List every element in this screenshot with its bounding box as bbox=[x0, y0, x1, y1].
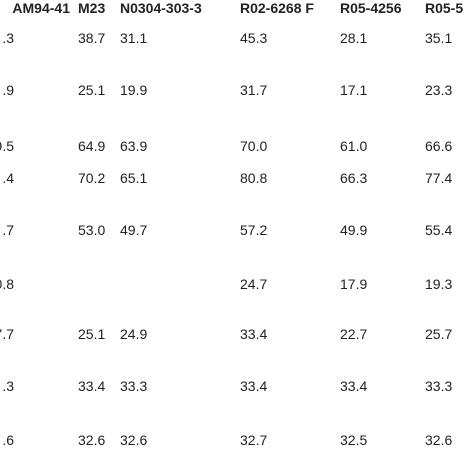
table-cell: 24.9 bbox=[120, 326, 148, 342]
table-cell: 32.7 bbox=[240, 432, 268, 448]
table-cell: .6 bbox=[2, 432, 14, 448]
table-cell: 17.9 bbox=[340, 276, 368, 292]
table-cell: 32.6 bbox=[425, 432, 453, 448]
table-cell: 55.4 bbox=[425, 222, 453, 238]
table-cell: 19.3 bbox=[425, 276, 453, 292]
table-cell: 31.1 bbox=[120, 30, 148, 46]
table-cell: .4 bbox=[2, 170, 14, 186]
table-cell: 38.7 bbox=[78, 30, 106, 46]
table-cell: 33.4 bbox=[78, 378, 106, 394]
table-cell: .3 bbox=[2, 30, 14, 46]
table-cell: 45.3 bbox=[240, 30, 268, 46]
table-cell: 25.7 bbox=[425, 326, 453, 342]
table-cell: 24.7 bbox=[240, 276, 268, 292]
table-cell: 61.0 bbox=[340, 138, 368, 154]
table-cell: .7 bbox=[2, 222, 14, 238]
table-cell: 63.9 bbox=[120, 138, 148, 154]
table-cell: 33.4 bbox=[240, 326, 268, 342]
table-cell: 31.7 bbox=[240, 82, 268, 98]
table-cell: 0.8 bbox=[0, 276, 14, 292]
table-cell: 66.6 bbox=[425, 138, 453, 154]
table-cell: 66.3 bbox=[340, 170, 368, 186]
table-cell: 23.3 bbox=[425, 82, 453, 98]
column-header: R05-5 bbox=[425, 0, 464, 16]
table-cell: 33.3 bbox=[425, 378, 453, 394]
table-cell: 17.1 bbox=[340, 82, 368, 98]
table-cell: 19.9 bbox=[120, 82, 148, 98]
table-cell: 22.7 bbox=[340, 326, 368, 342]
table-cell: 25.1 bbox=[78, 82, 106, 98]
column-header: N0304-303-3 bbox=[120, 0, 202, 16]
table-cell: 32.5 bbox=[340, 432, 368, 448]
table-cell: 32.6 bbox=[120, 432, 148, 448]
table-cell: 49.7 bbox=[120, 222, 148, 238]
table-cell: 77.4 bbox=[425, 170, 453, 186]
column-header: R02-6268 F bbox=[240, 0, 314, 16]
table-cell: 33.4 bbox=[240, 378, 268, 394]
table-cell: 65.1 bbox=[120, 170, 148, 186]
table-cell: 57.2 bbox=[240, 222, 268, 238]
table-cell: .3 bbox=[2, 378, 14, 394]
table-cell: 53.0 bbox=[78, 222, 106, 238]
table-cell: 70.2 bbox=[78, 170, 106, 186]
table-cell: 35.1 bbox=[425, 30, 453, 46]
column-header: R05-4256 bbox=[340, 0, 402, 16]
table-cell: 64.9 bbox=[78, 138, 106, 154]
table-cell: 9.5 bbox=[0, 138, 14, 154]
table-cell: 49.9 bbox=[340, 222, 368, 238]
table-cell: 33.3 bbox=[120, 378, 148, 394]
table-cell: .9 bbox=[2, 82, 14, 98]
table-cell: 32.6 bbox=[78, 432, 106, 448]
table-cell: 7.7 bbox=[0, 326, 14, 342]
table-cell: 80.8 bbox=[240, 170, 268, 186]
table-cell: 70.0 bbox=[240, 138, 268, 154]
table-cell: 28.1 bbox=[340, 30, 368, 46]
column-header: AM94-41 bbox=[12, 0, 70, 16]
column-header: M23 bbox=[78, 0, 106, 16]
table-cell: 25.1 bbox=[78, 326, 106, 342]
table-cell: 33.4 bbox=[340, 378, 368, 394]
